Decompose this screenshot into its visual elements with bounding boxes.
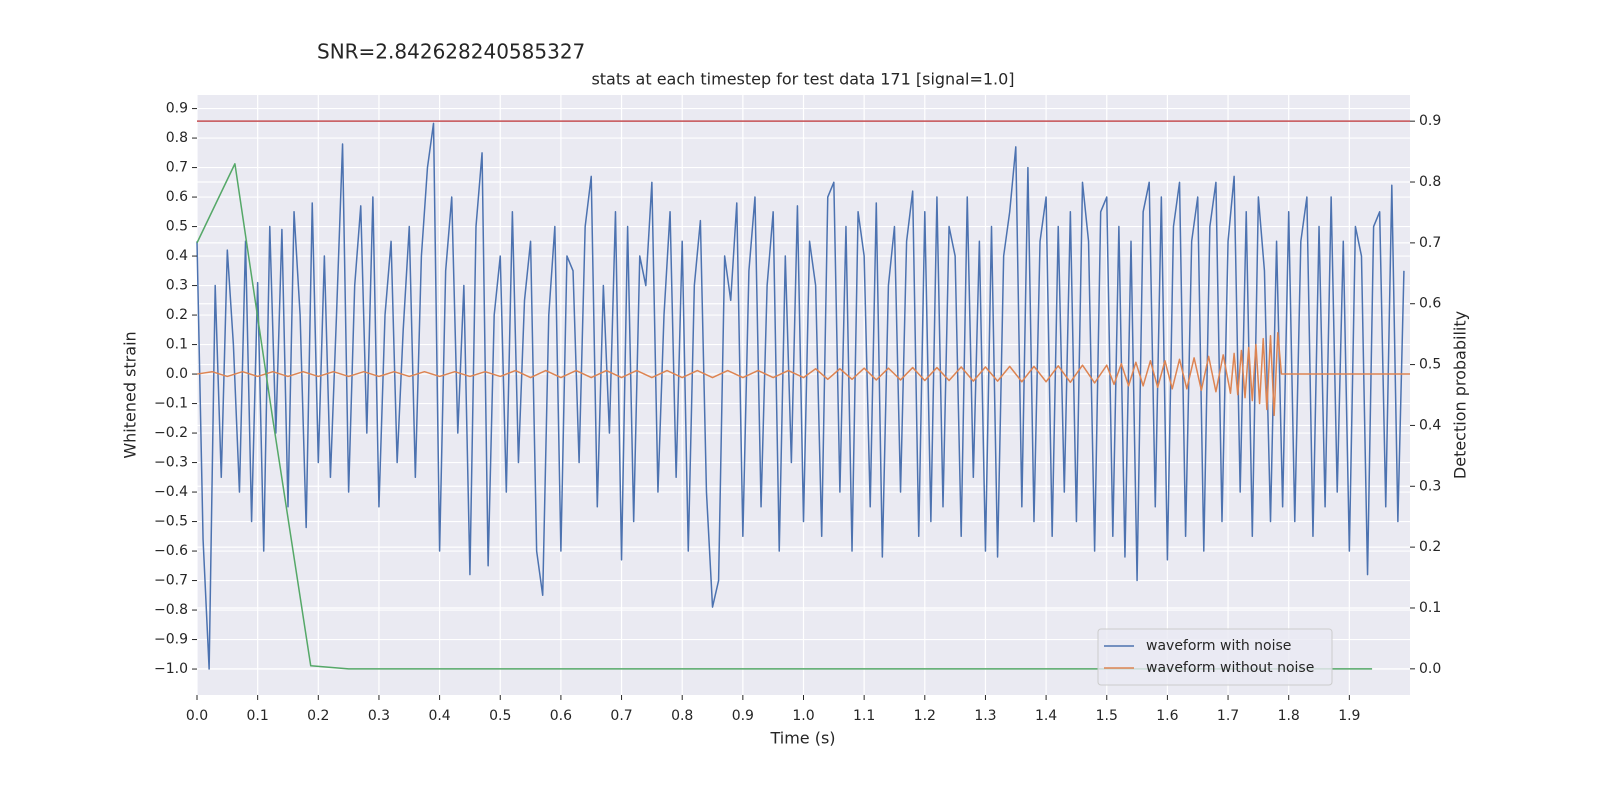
line-series [196,122,1405,670]
y-tick-label: 0.4 [166,248,188,264]
y-tick-label: −0.3 [154,455,188,471]
x-tick-label: 0.5 [489,708,511,724]
chart-title: stats at each timestep for test data 171… [591,70,1014,89]
y-tick-label: 0.9 [166,101,188,117]
y-tick-label: −0.7 [154,573,188,589]
y-tick-label: 0.6 [166,189,188,205]
x-tick-label: 1.7 [1217,708,1239,724]
y-tick-label: −0.4 [154,484,188,500]
x-tick-label: 0.4 [428,708,450,724]
x-axis-label: Time (s) [769,729,835,748]
y-tick-label: 0.2 [166,307,188,323]
marks [196,120,1410,670]
y2-tick-label: 0.6 [1419,296,1441,312]
x-tick-label: 1.1 [853,708,875,724]
legend: waveform with noise waveform without nois… [1097,628,1333,686]
x-tick-label: 1.2 [914,708,936,724]
line-series [196,332,1410,417]
x-tick-label: 0.2 [307,708,329,724]
ticks: 0.0 0.1 0.2 0.3 0.4 0.5 0.6 0.7 0.8 0.9 1.0 1.1 1.2 1… [154,101,1441,724]
y2-tick-label: 0.5 [1419,357,1441,373]
y2-tick-label: 0.3 [1419,478,1441,494]
y2-tick-label: 0.9 [1419,113,1441,129]
x-tick-label: 0.1 [247,708,269,724]
x-tick-label: 1.9 [1338,708,1360,724]
y-tick-label: −0.2 [154,425,188,441]
y2-tick-label: 0.4 [1419,417,1441,433]
y-tick-label: −1.0 [154,661,188,677]
legend-box [1097,628,1333,686]
x-tick-label: 0.8 [671,708,693,724]
x-tick-label: 1.4 [1035,708,1057,724]
y-tick-label: −0.6 [154,543,188,559]
y-tick-label: −0.8 [154,602,188,618]
x-tick-label: 0.9 [732,708,754,724]
y2-tick-label: 0.1 [1419,600,1441,616]
legend-label: waveform with noise [1146,638,1291,654]
x-tick-label: 1.0 [792,708,814,724]
legend-label: waveform without noise [1146,660,1314,676]
y-tick-label: 0.8 [166,130,188,146]
y2-tick-label: 0.8 [1419,174,1441,190]
x-tick-label: 1.5 [1096,708,1118,724]
x-tick-label: 1.3 [974,708,996,724]
y-tick-label: 0.7 [166,160,188,176]
y-tick-label: 0.1 [166,337,188,353]
y-tick-label: −0.5 [154,514,188,530]
y-tick-label: 0.3 [166,278,188,294]
y-axis-label: Whitened strain [121,331,140,458]
y2-tick-label: 0.2 [1419,539,1441,555]
y2-tick-label: 0.7 [1419,235,1441,251]
y-tick-label: 0.0 [166,366,188,382]
grid [196,95,1410,695]
y2-axis-label: Detection probability [1451,311,1470,479]
x-tick-label: 0.3 [368,708,390,724]
x-tick-label: 0.6 [550,708,572,724]
y2-tick-label: 0.0 [1419,661,1441,677]
x-tick-label: 0.7 [610,708,632,724]
y-tick-label: −0.9 [154,632,188,648]
x-tick-label: 1.6 [1156,708,1178,724]
x-tick-label: 1.8 [1278,708,1300,724]
suptitle: SNR=2.842628240585327 [317,40,585,64]
x-tick-label: 0.0 [186,708,208,724]
y-tick-label: 0.5 [166,219,188,235]
y-tick-label: −0.1 [154,396,188,412]
